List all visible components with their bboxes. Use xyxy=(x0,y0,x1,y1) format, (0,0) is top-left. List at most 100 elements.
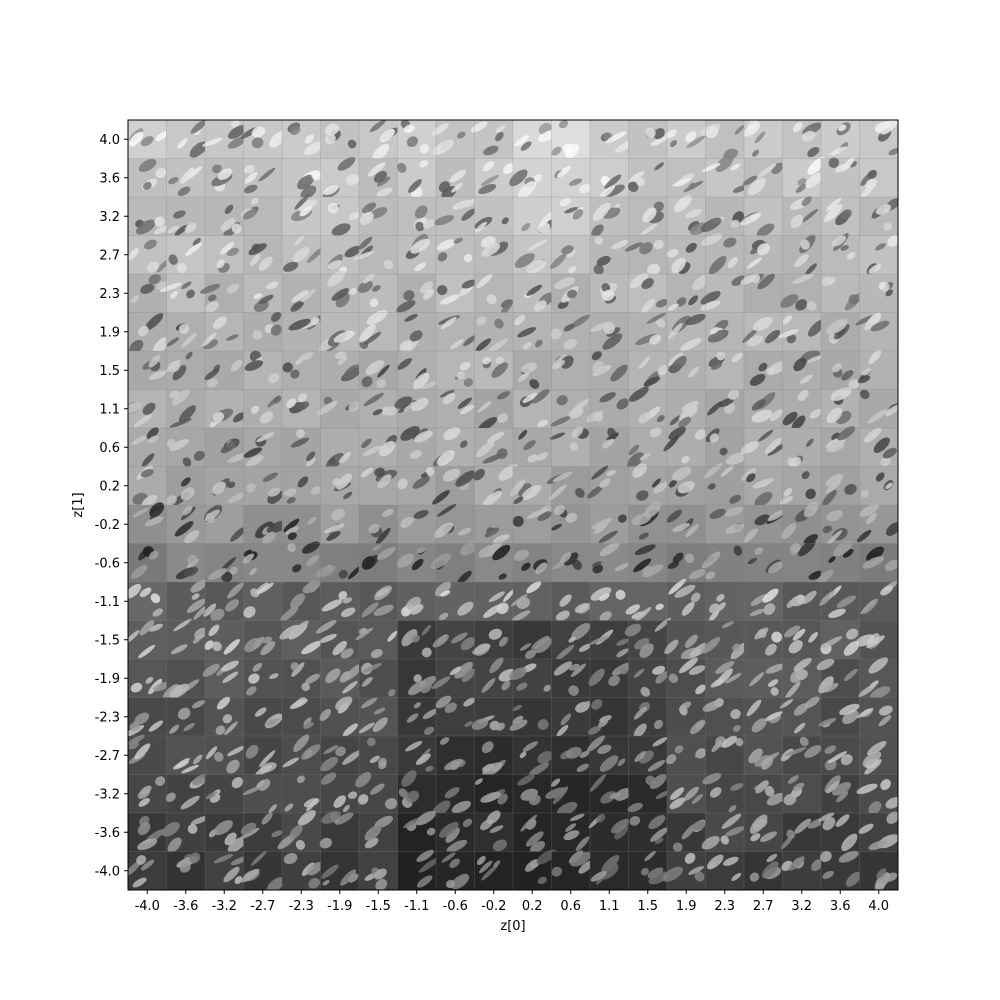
tile-texture xyxy=(406,790,420,803)
tile-texture xyxy=(369,207,388,219)
tile-texture xyxy=(320,772,337,785)
tile-texture xyxy=(653,128,665,140)
grid-tile xyxy=(782,389,822,431)
tile-texture xyxy=(373,604,394,616)
tile-background xyxy=(859,466,898,506)
tile-background xyxy=(551,197,591,236)
grid-tile xyxy=(628,351,669,390)
tile-texture xyxy=(555,610,570,621)
grid-tile xyxy=(241,197,283,236)
tile-texture xyxy=(420,682,432,694)
tile-texture xyxy=(410,604,424,615)
tile-texture xyxy=(604,184,625,197)
grid-tile xyxy=(744,851,783,890)
tile-texture xyxy=(244,164,255,174)
tile-texture xyxy=(597,744,612,755)
tile-texture xyxy=(805,488,816,500)
tile-texture xyxy=(180,477,191,487)
grid-tile xyxy=(128,734,167,775)
tile-texture xyxy=(644,501,662,519)
grid-tile xyxy=(665,736,707,775)
tile-texture xyxy=(795,183,807,193)
tile-texture xyxy=(688,366,699,378)
tile-texture xyxy=(463,378,474,387)
tile-texture xyxy=(790,214,804,229)
tile-texture xyxy=(875,472,885,482)
tile-texture xyxy=(303,717,312,726)
tile-texture xyxy=(331,288,349,301)
tile-texture xyxy=(497,413,509,423)
tile-texture xyxy=(883,222,892,231)
grid-tile xyxy=(397,849,440,890)
tile-texture xyxy=(394,396,413,409)
grid-tile xyxy=(782,157,826,198)
tile-texture xyxy=(379,441,396,457)
grid-tile xyxy=(282,274,321,313)
tile-texture xyxy=(325,453,345,470)
tile-texture xyxy=(334,812,354,825)
tile-texture xyxy=(602,333,623,350)
grid-tile xyxy=(470,120,514,159)
tile-background xyxy=(282,505,321,544)
tile-texture xyxy=(341,607,356,618)
tile-texture xyxy=(373,707,386,715)
tile-texture xyxy=(644,850,656,862)
grid-tile xyxy=(205,696,244,737)
grid-tile xyxy=(359,309,398,352)
tile-texture xyxy=(792,273,814,284)
grid-tile xyxy=(705,428,749,467)
tile-texture xyxy=(436,285,448,296)
tile-texture xyxy=(718,397,734,408)
tile-texture xyxy=(868,657,889,674)
tile-texture xyxy=(528,762,550,777)
tile-texture xyxy=(471,718,489,730)
grid-tile xyxy=(397,312,437,354)
tile-texture xyxy=(363,392,384,407)
grid-tile xyxy=(700,197,745,236)
grid-tile xyxy=(859,235,898,275)
tile-texture xyxy=(649,334,662,345)
tile-texture xyxy=(724,506,744,517)
tile-texture xyxy=(681,401,699,412)
tile-texture xyxy=(757,243,770,256)
grid-tile xyxy=(166,505,206,544)
plot-frame xyxy=(127,119,899,891)
tile-texture xyxy=(627,802,643,813)
tile-texture xyxy=(553,504,565,516)
tile-texture xyxy=(537,419,549,428)
tile-texture xyxy=(732,643,741,652)
tile-texture xyxy=(749,608,765,616)
tile-texture xyxy=(305,673,320,684)
tile-texture xyxy=(492,839,508,852)
tile-texture xyxy=(568,685,579,696)
tile-texture xyxy=(684,852,696,864)
tile-texture xyxy=(746,473,756,483)
tile-texture xyxy=(400,516,414,529)
tile-texture xyxy=(521,362,537,374)
tile-texture xyxy=(783,625,801,638)
grid-tile xyxy=(590,351,629,390)
tile-texture xyxy=(213,316,227,330)
tile-texture xyxy=(303,722,314,730)
tile-texture xyxy=(761,757,774,770)
tile-texture xyxy=(752,478,774,489)
tile-texture xyxy=(524,649,537,659)
tile-texture xyxy=(824,745,836,754)
tile-texture xyxy=(806,301,817,311)
grid-tile xyxy=(780,736,822,775)
tile-texture xyxy=(694,750,707,758)
grid-tile xyxy=(550,312,591,352)
y-tick-label: -1.1 xyxy=(95,595,120,610)
grid-tile xyxy=(588,813,630,852)
tile-texture xyxy=(155,167,167,179)
tile-texture xyxy=(601,289,615,301)
tile-texture xyxy=(358,722,375,734)
grid-tile xyxy=(242,543,283,583)
tile-texture xyxy=(535,562,548,574)
tile-texture xyxy=(764,437,782,455)
tile-texture xyxy=(285,526,299,535)
tile-texture xyxy=(425,765,434,772)
tile-texture xyxy=(251,126,266,138)
tile-texture xyxy=(248,673,260,684)
